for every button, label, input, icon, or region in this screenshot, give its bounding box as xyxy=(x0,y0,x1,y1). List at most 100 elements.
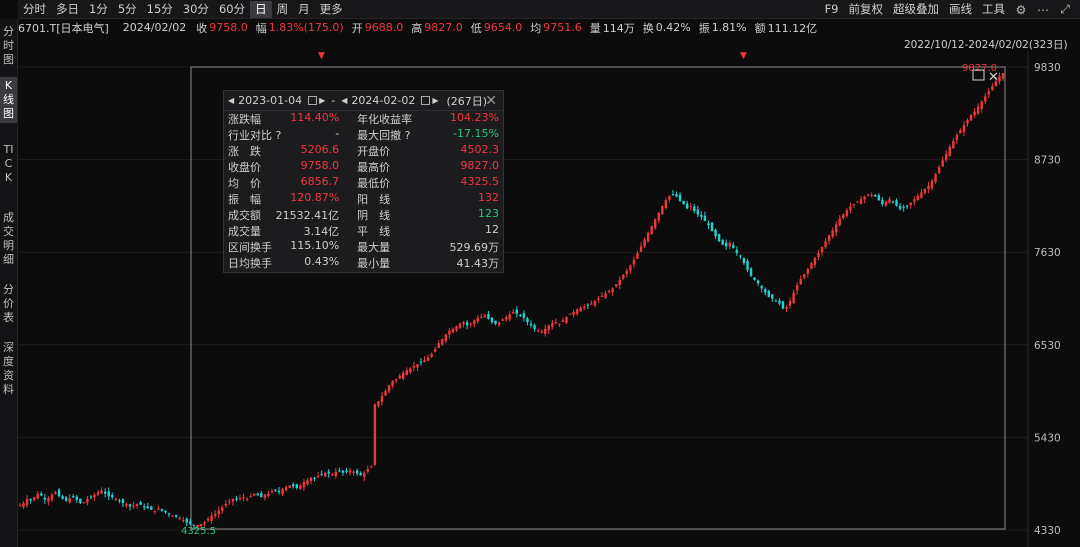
period-tab-0[interactable]: 分时 xyxy=(23,1,46,16)
stat-row: 振 幅 120.87% 阳 线 132 xyxy=(224,191,503,207)
candle-body xyxy=(945,153,948,160)
close-icon[interactable]: ✕ xyxy=(485,93,497,109)
expand-icon[interactable]: ⤢ xyxy=(1060,2,1070,16)
stat-value: 3.14亿 xyxy=(303,225,340,238)
gear-icon[interactable]: ⚙ xyxy=(1015,2,1027,17)
low-price-label: 4325.5 xyxy=(181,526,216,537)
overlay-button[interactable]: 超级叠加 xyxy=(893,2,939,16)
candle-body xyxy=(668,195,671,200)
nav-item-1[interactable]: K线图 xyxy=(0,77,17,123)
candle-body xyxy=(863,196,866,200)
candle-body xyxy=(952,141,955,149)
stat-label: 成交量 xyxy=(228,225,261,238)
candle-body xyxy=(469,323,472,325)
nav-item-0[interactable]: 分时图 xyxy=(3,25,14,66)
period-tab-1[interactable]: 多日 xyxy=(56,1,79,16)
candle-body xyxy=(643,239,646,247)
candle-body xyxy=(306,480,309,485)
candle-body xyxy=(299,485,302,490)
candle-body xyxy=(295,484,299,488)
candle-body xyxy=(288,485,291,488)
candle-body xyxy=(746,261,749,270)
period-tab-3[interactable]: 5分 xyxy=(117,1,137,16)
more-icon[interactable]: ⋯ xyxy=(1037,2,1049,17)
adjust-button[interactable]: 前复权 xyxy=(848,2,884,16)
period-tab-2[interactable]: 1分 xyxy=(89,1,108,16)
period-tab-9[interactable]: 月 xyxy=(298,1,310,16)
candle-body xyxy=(437,343,440,349)
draw-line-button[interactable]: 画线 xyxy=(949,2,972,16)
period-tab-4[interactable]: 15分 xyxy=(146,1,173,16)
candle-body xyxy=(707,223,710,226)
nav-item-3[interactable]: 成交明细 xyxy=(3,211,14,266)
candle-body xyxy=(309,477,313,482)
period-tab-6[interactable]: 60分 xyxy=(218,1,246,16)
stat-label: 最大回撤 ? xyxy=(357,129,411,142)
nav-item-5[interactable]: 深度资料 xyxy=(3,341,14,396)
close-label: 收 xyxy=(196,21,208,35)
candle-body xyxy=(661,205,664,215)
day-count: (267日) xyxy=(446,94,488,108)
period-tab-7[interactable]: 日 xyxy=(250,0,272,18)
candle-body xyxy=(749,268,753,276)
candle-body xyxy=(682,200,685,205)
amp-value: 1.83%(175.0) xyxy=(268,21,344,34)
candle-body xyxy=(249,496,252,498)
high-price-label: 9827.0 xyxy=(962,63,997,74)
candle-body xyxy=(884,201,888,206)
candle-body xyxy=(984,96,987,102)
next-end-icon[interactable]: ▶ xyxy=(432,96,439,105)
candle-body xyxy=(206,519,210,521)
candle-body xyxy=(1001,73,1005,79)
candle-body xyxy=(792,292,795,304)
candle-body xyxy=(64,497,68,501)
nav-item-2[interactable]: TICK xyxy=(3,143,14,184)
candle-body xyxy=(827,235,831,241)
candle-body xyxy=(132,505,135,507)
candle-body xyxy=(462,322,465,325)
candle-body xyxy=(866,194,870,196)
stat-value: 123 xyxy=(477,207,499,220)
candle-body xyxy=(540,331,543,333)
stat-label: 最低价 xyxy=(357,177,391,190)
candle-body xyxy=(394,379,398,381)
candle-body xyxy=(448,330,451,335)
period-tab-5[interactable]: 30分 xyxy=(182,1,209,16)
calendar-icon[interactable] xyxy=(308,96,318,105)
candle-body xyxy=(583,306,586,308)
candle-body xyxy=(320,473,323,475)
tools-button[interactable]: 工具 xyxy=(982,2,1005,16)
candle-body xyxy=(646,232,650,242)
candle-body xyxy=(980,101,983,109)
candle-body xyxy=(753,277,756,280)
candle-body xyxy=(799,279,802,285)
start-date[interactable]: 2023-01-04 xyxy=(238,94,303,107)
period-tab-8[interactable]: 周 xyxy=(276,1,289,16)
calendar-icon[interactable] xyxy=(421,96,431,105)
prev-end-icon[interactable]: ◀ xyxy=(341,96,348,105)
candle-body xyxy=(47,498,50,502)
prev-start-icon[interactable]: ◀ xyxy=(228,96,235,105)
turn-value: 0.42% xyxy=(655,21,691,34)
candle-body xyxy=(558,323,561,325)
candle-body xyxy=(497,322,501,325)
candle-body xyxy=(103,491,107,494)
stat-label: 阳 线 xyxy=(357,193,391,206)
candle-body xyxy=(483,315,487,318)
next-start-icon[interactable]: ▶ xyxy=(319,96,326,105)
candle-body xyxy=(22,503,25,507)
period-tab-10[interactable]: 更多 xyxy=(319,1,343,16)
close-value: 9758.0 xyxy=(209,21,248,34)
candle-body xyxy=(998,76,1001,82)
end-date[interactable]: 2024-02-02 xyxy=(351,94,416,107)
candle-body xyxy=(835,224,838,233)
nav-item-4[interactable]: 分价表 xyxy=(3,283,14,324)
candle-body xyxy=(426,357,430,361)
y-tick-label: 9830 xyxy=(1034,62,1061,74)
candle-body xyxy=(96,492,100,495)
candle-body xyxy=(302,482,306,488)
candle-body xyxy=(565,317,568,323)
f9-button[interactable]: F9 xyxy=(824,2,839,16)
stat-label: 涨 跌 xyxy=(228,145,261,158)
stat-value: 529.69万 xyxy=(449,241,499,254)
